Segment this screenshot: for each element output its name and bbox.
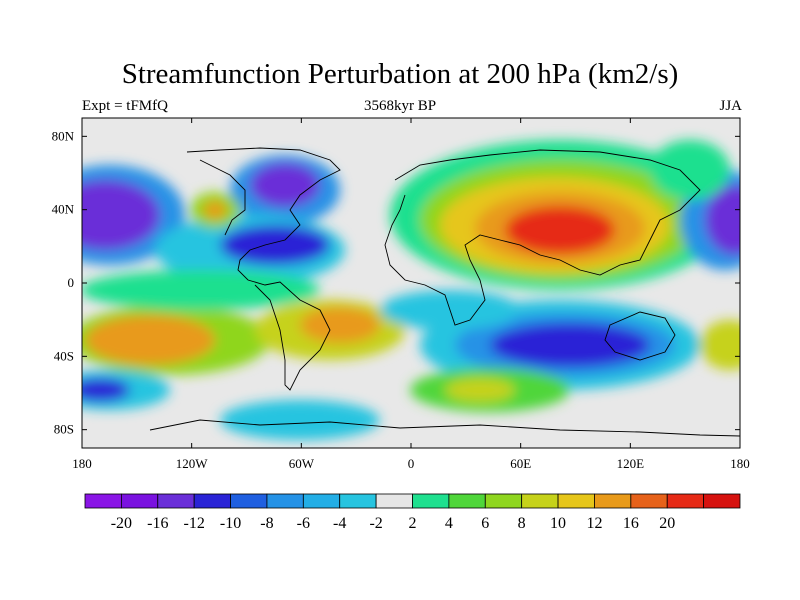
colorbar-swatch	[594, 493, 632, 509]
colorbar-swatch	[120, 493, 159, 509]
americas-coastline	[186, 147, 341, 391]
sh-pacific-positive-core	[85, 315, 215, 365]
colorbar-swatch	[266, 493, 304, 509]
colorbar-swatch	[630, 493, 668, 509]
lat-tick-label: 80S	[54, 422, 74, 437]
colorbar-label: 10	[550, 515, 566, 532]
colorbar-swatch	[157, 493, 195, 509]
colorbar-label: 4	[445, 515, 453, 532]
colorbar-label: -20	[111, 515, 132, 532]
colorbar-label: 2	[409, 515, 417, 532]
tropical-atlantic-negative-core	[220, 225, 330, 265]
antarctic-negative	[220, 400, 380, 440]
colorbar-swatch	[666, 493, 705, 509]
colorbar-label: 16	[623, 515, 639, 532]
antarctica-coastline	[149, 419, 740, 437]
asia-positive-max	[505, 206, 615, 254]
colorbar-swatch	[193, 493, 231, 509]
lat-tick-label: 40S	[54, 348, 74, 363]
pacific-positive-small-core	[203, 201, 227, 219]
colorbar-label: 20	[659, 515, 675, 532]
streamfunction-field	[82, 118, 740, 448]
na-negative-core	[250, 163, 320, 207]
longitude-ticks: 180 120W 60W 0 60E 120E 180	[72, 118, 750, 471]
north-america-west-coast	[199, 159, 246, 236]
colorbar-label: -12	[184, 515, 205, 532]
sh-atlantic-positive-core	[300, 307, 380, 343]
colorbar-swatch	[412, 493, 450, 509]
colorbar-swatch	[375, 493, 413, 509]
lon-tick-label: 0	[408, 456, 415, 471]
colorbar-label: -6	[297, 515, 310, 532]
colorbar-label: 12	[586, 515, 602, 532]
lon-tick-label: 180	[72, 456, 92, 471]
sio-negative-core	[490, 323, 650, 367]
time-label: 3568kyr BP	[363, 98, 437, 114]
npac-negative-core	[82, 180, 160, 250]
latitude-ticks: 80N 40N 0 40S 80S	[52, 128, 740, 437]
ne-pacific-positive	[650, 140, 730, 200]
colorbar-swatch	[230, 493, 268, 509]
australia-coastline	[604, 311, 676, 361]
lon-tick-label: 60W	[289, 456, 315, 471]
colorbar: -20 -16 -12 -10 -8 -6 -4 -2 2 4 6 8 10 12 16 20	[84, 493, 741, 532]
colorbar-label: -4	[333, 515, 346, 532]
colorbar-swatch	[703, 493, 741, 509]
south-ocean-positive-core	[445, 378, 515, 402]
colorbar-label: -2	[369, 515, 382, 532]
lat-tick-label: 40N	[52, 202, 75, 217]
lon-tick-label: 120W	[176, 456, 209, 471]
eurasia-africa-coastline	[384, 149, 701, 326]
tropical-pacific-positive	[82, 270, 320, 310]
colorbar-swatch	[339, 493, 377, 509]
sw-pacific-negative-core	[82, 378, 130, 402]
east-pacific-positive	[700, 320, 740, 370]
wpac-negative-core	[705, 185, 740, 255]
map-title: Streamfunction Perturbation at 200 hPa (…	[121, 58, 679, 90]
colorbar-swatch	[521, 493, 559, 509]
colorbar-label: -16	[147, 515, 168, 532]
lat-tick-label: 0	[68, 275, 75, 290]
colorbar-swatch	[84, 493, 122, 509]
colorbar-swatch	[448, 493, 486, 509]
colorbar-label: -8	[260, 515, 273, 532]
colorbar-swatch	[484, 493, 523, 509]
season-label: JJA	[719, 98, 742, 114]
coastlines	[149, 147, 740, 437]
experiment-label: Expt = tFMfQ	[82, 98, 168, 114]
colorbar-swatch	[302, 493, 341, 509]
lon-tick-label: 60E	[510, 456, 531, 471]
lat-tick-label: 80N	[52, 128, 75, 143]
lon-tick-label: 180	[730, 456, 750, 471]
colorbar-label: 6	[481, 515, 489, 532]
colorbar-label: 8	[518, 515, 526, 532]
colorbar-swatch	[557, 493, 595, 509]
colorbar-label: -10	[220, 515, 241, 532]
lon-tick-label: 120E	[617, 456, 645, 471]
